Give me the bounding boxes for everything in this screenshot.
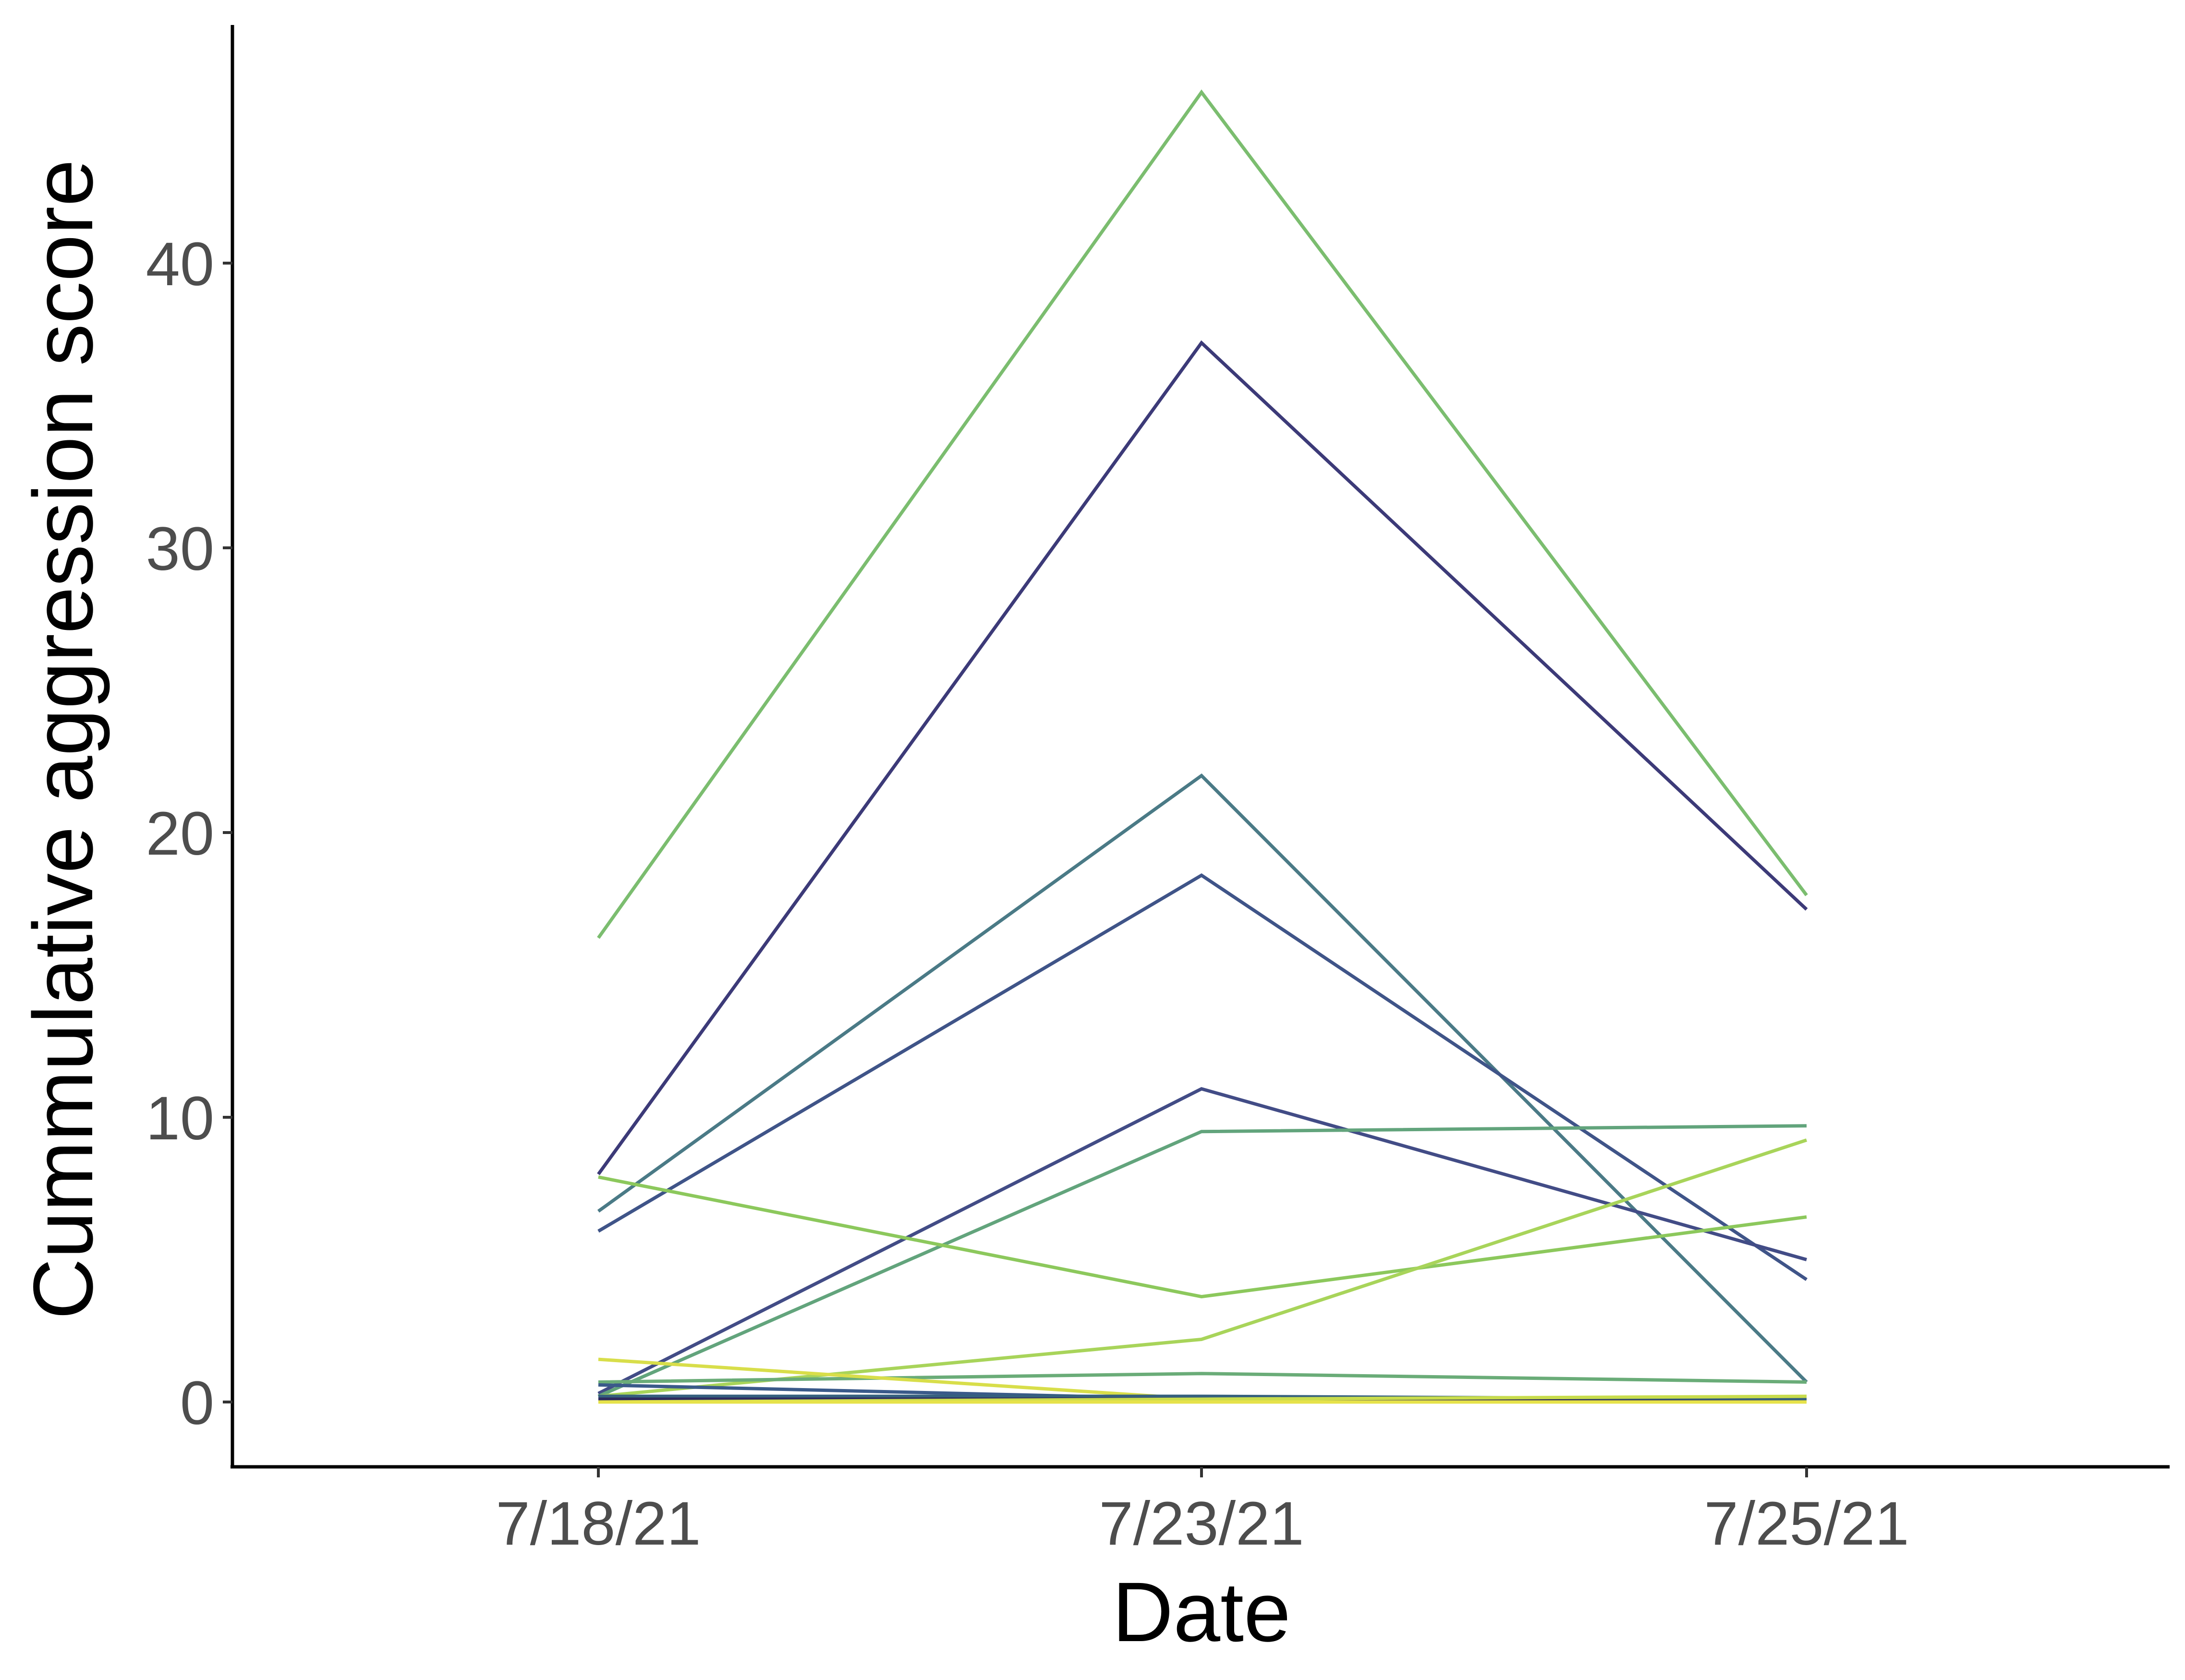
series-line-3 [597, 773, 1808, 1383]
series-line-9 [598, 1372, 1807, 1384]
series-line-2 [597, 340, 1808, 1175]
series-line-4 [597, 873, 1808, 1281]
series-line-8 [598, 1138, 1808, 1398]
series-line-7 [598, 1175, 1807, 1299]
series-line-5 [597, 1087, 1807, 1395]
y-axis-ticks: 0 10 20 30 40 [146, 230, 232, 1438]
x-axis-ticks: 7/18/21 7/23/21 7/25/21 [496, 1467, 1909, 1558]
x-tick-label: 7/23/21 [1099, 1489, 1304, 1558]
series-line-6 [597, 1124, 1807, 1398]
y-tick-label: 0 [180, 1369, 214, 1438]
y-tick-label: 10 [146, 1084, 214, 1153]
y-tick-label: 40 [146, 230, 214, 299]
y-axis-title: Cummulative aggression score [16, 159, 110, 1319]
y-tick-label: 30 [146, 515, 214, 583]
series-layer [597, 89, 1808, 1404]
series-line-1 [597, 89, 1808, 939]
x-axis-title: Date [1112, 1565, 1291, 1659]
y-tick-label: 20 [146, 799, 214, 868]
x-tick-label: 7/25/21 [1704, 1489, 1909, 1558]
x-tick-label: 7/18/21 [496, 1489, 701, 1558]
